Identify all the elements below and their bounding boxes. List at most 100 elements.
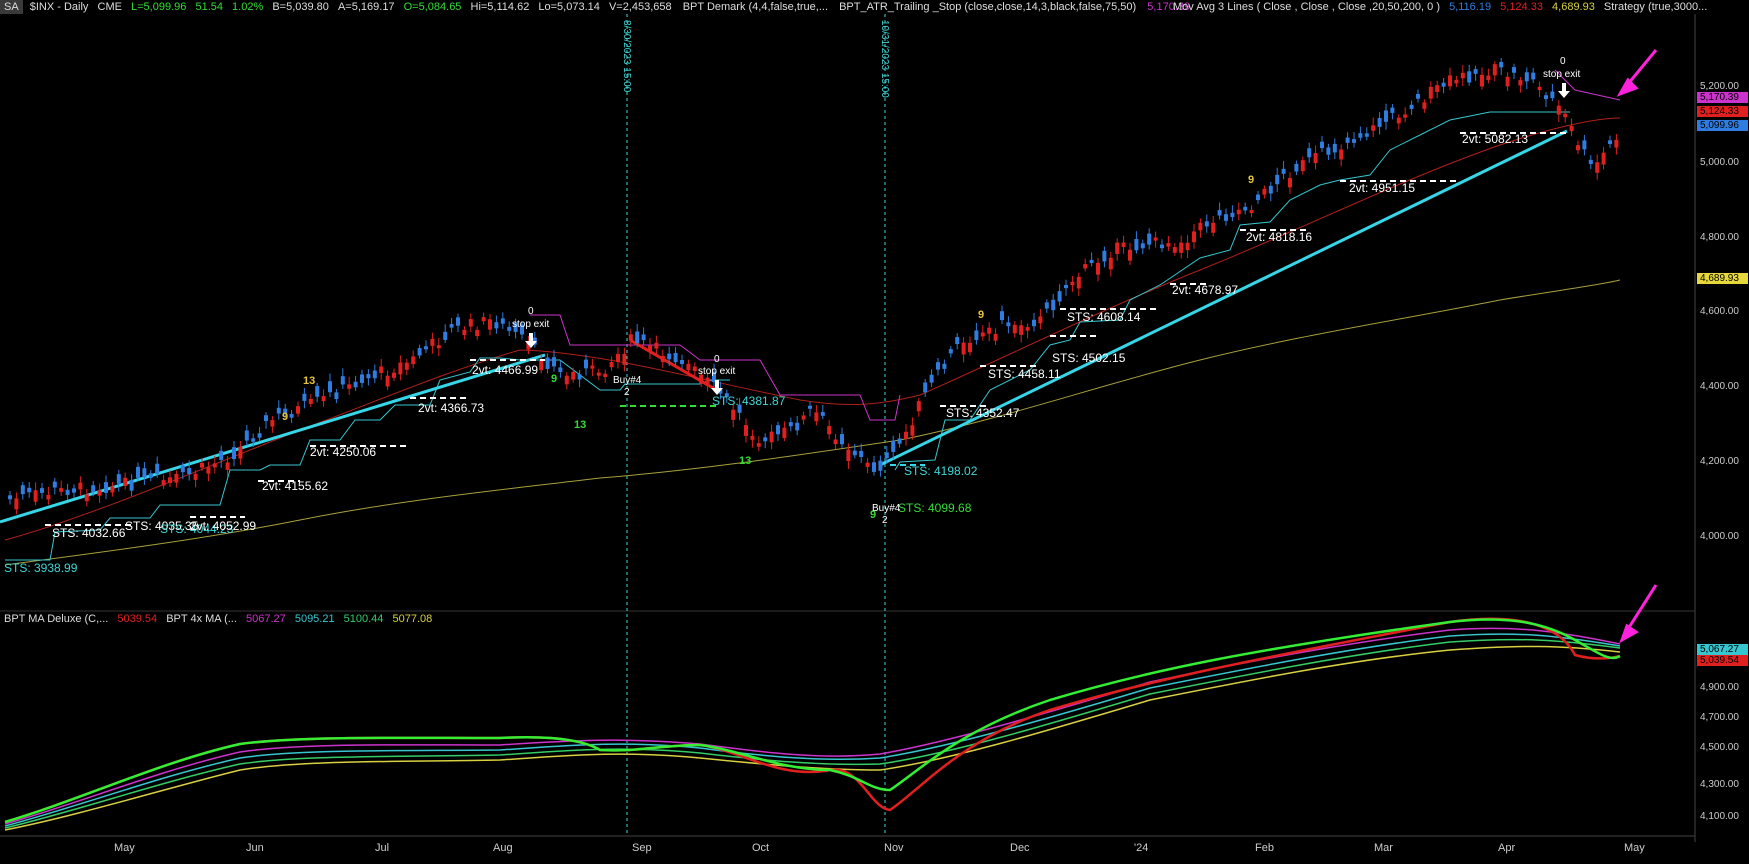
- candle-body: [1019, 325, 1024, 335]
- candle-body: [833, 439, 838, 445]
- candle-body: [948, 349, 953, 354]
- high-price: Hi=5,114.62: [470, 1, 530, 13]
- stop-exit-label-3: stop exit: [1543, 69, 1580, 80]
- candle-body: [1313, 153, 1318, 164]
- strategy-label[interactable]: Strategy (true,3000...: [1603, 1, 1708, 13]
- candle-body: [1256, 194, 1260, 201]
- candle-body: [1409, 104, 1414, 109]
- candle-body: [1480, 74, 1484, 87]
- candle-body: [1121, 242, 1126, 248]
- study-demark[interactable]: BPT Demark (4,4,false,true,...: [682, 1, 828, 13]
- candle-body: [1358, 133, 1363, 138]
- candle-body: [59, 488, 64, 492]
- ma3-value: 4,689.93: [1552, 1, 1595, 13]
- sts-label-8: STS: 4099.68: [898, 501, 972, 515]
- pct-change: 1.02%: [232, 1, 264, 13]
- candle-body: [328, 381, 332, 393]
- open-price: O=5,084.65: [403, 1, 462, 13]
- candle-body: [315, 386, 320, 397]
- candle-body: [8, 495, 12, 500]
- candle-body: [1268, 185, 1273, 194]
- candle-body: [526, 342, 531, 350]
- candle-body: [731, 409, 736, 420]
- study-mov-avg[interactable]: Mov Avg 3 Lines ( Close , Close , Close …: [1173, 1, 1440, 13]
- candle-body: [456, 317, 460, 326]
- last-price: L=5,099.96: [131, 1, 187, 13]
- candle-body: [52, 481, 57, 488]
- lower-v2: 5095.21: [294, 613, 335, 625]
- trendline-2[interactable]: [879, 129, 1568, 467]
- candle-body: [692, 366, 697, 372]
- candle-body: [801, 415, 806, 420]
- candle-body: [1102, 250, 1107, 262]
- candle-body: [1582, 140, 1587, 150]
- lower-study-2[interactable]: BPT 4x MA (...: [166, 613, 237, 625]
- sts-label-11: STS: 4608.14: [1067, 310, 1141, 324]
- trendline-red[interactable]: [629, 338, 721, 394]
- month-label: '24: [1134, 842, 1149, 854]
- level-dashes: [45, 132, 1570, 526]
- candle-body: [712, 371, 716, 383]
- price-tick: 5,000.00: [1700, 157, 1739, 168]
- candle-body: [1576, 145, 1580, 151]
- exchange: CME: [97, 1, 122, 13]
- candle-body: [296, 406, 300, 414]
- candle-body: [929, 374, 934, 383]
- lower-tag-b: 5,039.54: [1697, 655, 1748, 666]
- symbol-tag[interactable]: SA: [0, 0, 23, 14]
- candle-body: [654, 342, 659, 349]
- ma1-value: 5,116.19: [1449, 1, 1492, 13]
- candle-body: [462, 329, 467, 336]
- candle-body: [1236, 209, 1241, 215]
- candle-body: [500, 318, 505, 324]
- candle-body: [360, 374, 364, 383]
- candle-body: [1057, 291, 1062, 302]
- candle-body: [411, 356, 416, 365]
- candle-body: [718, 389, 723, 394]
- candle-body: [142, 468, 147, 478]
- candle-body: [289, 413, 294, 418]
- candle-body: [660, 355, 665, 363]
- candle-body: [238, 446, 243, 459]
- candle-body: [334, 392, 339, 400]
- candle-body: [302, 393, 307, 401]
- candle-body: [744, 425, 748, 436]
- candle-body: [1307, 148, 1312, 158]
- candle-body: [584, 359, 588, 369]
- lower-panel-header: BPT MA Deluxe (C,... 5039.54 BPT 4x MA (…: [4, 612, 432, 626]
- candle-body: [1224, 214, 1228, 221]
- stop-exit-label-1: stop exit: [512, 319, 549, 330]
- candle-body: [148, 473, 153, 478]
- lower-study[interactable]: BPT MA Deluxe (C,...: [4, 613, 109, 625]
- atr-trailing-stop-down: [530, 69, 1621, 421]
- candle-body: [398, 362, 403, 375]
- candle-body: [129, 479, 134, 491]
- candle-body: [33, 490, 38, 502]
- candle-body: [539, 360, 544, 371]
- trendline-1[interactable]: [0, 353, 546, 524]
- month-label: Sep: [632, 842, 652, 854]
- price-axis[interactable]: 5,200.00 5,000.00 4,800.00 4,600.00 4,40…: [1697, 0, 1749, 842]
- candle-body: [776, 425, 780, 435]
- study-atr[interactable]: BPT_ATR_Trailing _Stop (close,close,14,3…: [839, 1, 1137, 13]
- sts-label-10: STS: 4502.15: [1052, 351, 1126, 365]
- candle-body: [1115, 242, 1120, 254]
- lower-tick: 4,500.00: [1700, 742, 1739, 753]
- event-line-label-2: 10/31/2023 15:00: [879, 20, 890, 98]
- lower-tick: 4,100.00: [1700, 811, 1739, 822]
- symbol-name: $INX - Daily: [29, 1, 89, 13]
- volume: V=2,453,658: [608, 1, 672, 13]
- exit-arrows: [525, 83, 1570, 395]
- ask-price: A=5,169.17: [337, 1, 395, 13]
- candle-body: [1377, 117, 1382, 127]
- candle-body: [1089, 259, 1094, 264]
- candle-body: [603, 373, 608, 377]
- candle-body: [123, 477, 128, 486]
- time-axis[interactable]: May Jun Jul Aug Sep Oct Nov Dec '24 Feb …: [0, 842, 1695, 864]
- candle-body: [974, 330, 979, 340]
- candle-body: [1051, 299, 1056, 311]
- candle-body: [200, 462, 204, 468]
- lower-v4: 5077.08: [392, 613, 433, 625]
- candle-body: [1249, 209, 1254, 214]
